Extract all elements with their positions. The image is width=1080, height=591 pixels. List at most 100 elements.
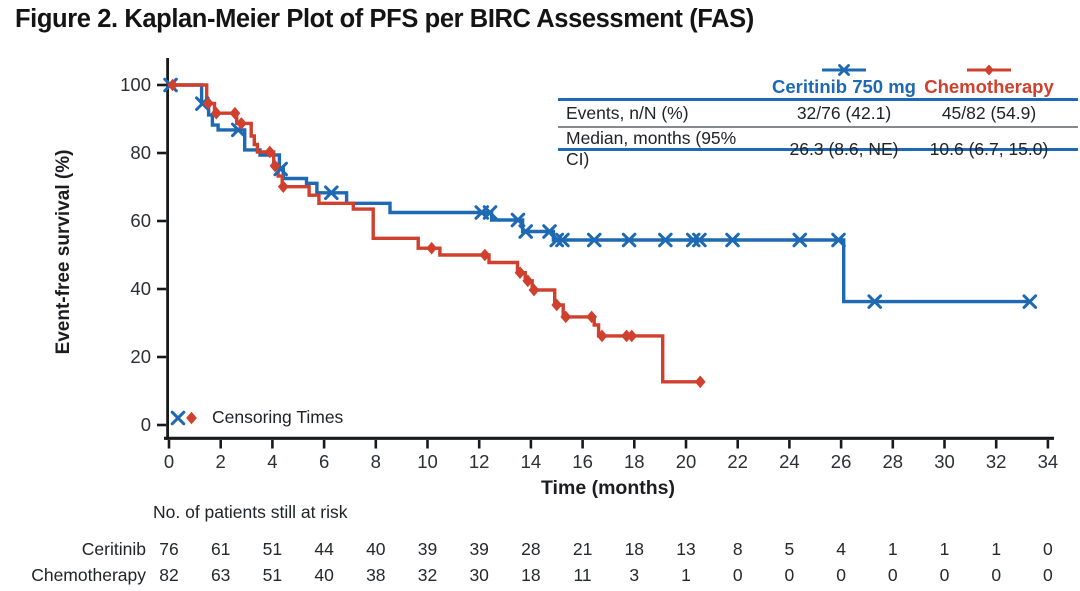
ceritinib-750-mg-censor-marker bbox=[586, 232, 602, 248]
ceritinib-750-mg-censor-marker bbox=[867, 294, 883, 309]
risk-value: 39 bbox=[417, 539, 438, 559]
risk-value: 1 bbox=[991, 539, 1002, 559]
y-axis-title: Event-free survival (%) bbox=[53, 149, 74, 355]
x-axis-title: Time (months) bbox=[541, 477, 675, 499]
risk-value: 1 bbox=[681, 565, 691, 585]
risk-value: 3 bbox=[629, 565, 640, 585]
risk-value: 11 bbox=[573, 565, 592, 585]
x-tick-label: 24 bbox=[779, 451, 800, 472]
risk-table-title: No. of patients still at risk bbox=[153, 502, 348, 522]
stats-events-ceritinib: 32/76 (42.1) bbox=[796, 103, 892, 123]
x-tick-label: 30 bbox=[934, 451, 955, 472]
x-tick-label: 18 bbox=[624, 451, 645, 472]
risk-row-chemotherapy: Chemotherapy 82 63 51 40 38 32 30 18 11 3 1 0 0 0 0 0 0 0 bbox=[0, 564, 1080, 586]
ceritinib-750-mg-censor-marker bbox=[324, 185, 339, 201]
risk-value: 4 bbox=[836, 539, 846, 559]
x-tick-label: 2 bbox=[215, 451, 226, 472]
ceritinib-750-mg-censor-marker bbox=[555, 232, 570, 248]
x-tick-label: 6 bbox=[318, 451, 330, 472]
risk-value: 76 bbox=[159, 539, 179, 559]
censoring-times-label: Censoring Times bbox=[212, 407, 344, 427]
risk-value: 51 bbox=[262, 539, 283, 559]
risk-row-label: Chemotherapy bbox=[31, 565, 146, 585]
chemotherapy-censor-marker bbox=[528, 283, 540, 297]
x-tick-label: 20 bbox=[675, 451, 697, 472]
risk-value: 51 bbox=[262, 565, 283, 585]
ceritinib-750-mg-censor-marker bbox=[510, 212, 526, 228]
risk-value: 13 bbox=[676, 539, 696, 559]
risk-value: 21 bbox=[572, 539, 593, 559]
chemotherapy-censor-marker bbox=[551, 298, 563, 312]
x-tick-label: 0 bbox=[163, 451, 175, 472]
risk-value: 0 bbox=[887, 565, 898, 585]
chemotherapy-censor-marker bbox=[560, 310, 572, 324]
risk-value: 61 bbox=[210, 539, 231, 559]
chemotherapy-line-marker-icon bbox=[967, 64, 1011, 76]
risk-value: 63 bbox=[210, 565, 231, 585]
chemotherapy-legend-diamond-icon bbox=[984, 64, 994, 76]
risk-value: 0 bbox=[1043, 565, 1053, 585]
risk-value: 28 bbox=[521, 539, 541, 559]
risk-value: 40 bbox=[366, 539, 386, 559]
chemotherapy-censor-marker bbox=[235, 117, 247, 130]
risk-value: 0 bbox=[784, 565, 795, 585]
ceritinib-750-mg-censor-marker bbox=[482, 205, 498, 220]
x-tick-label: 12 bbox=[468, 451, 490, 472]
figure-title: Figure 2. Kaplan-Meier Plot of PFS per B… bbox=[15, 5, 754, 33]
stats-row-events: Events, n/N (%) 32/76 (42.1) 45/82 (54.9… bbox=[558, 101, 1078, 128]
risk-row-label: Ceritinib bbox=[81, 539, 146, 559]
chemotherapy-censor-marker bbox=[694, 375, 706, 389]
risk-value: 0 bbox=[991, 565, 1002, 585]
risk-value: 0 bbox=[1043, 539, 1053, 559]
x-tick-label: 26 bbox=[830, 451, 852, 472]
risk-value: 18 bbox=[521, 565, 541, 585]
chemotherapy-censor-marker bbox=[522, 274, 534, 288]
risk-value: 82 bbox=[159, 565, 179, 585]
chemotherapy-censor-marker bbox=[167, 78, 179, 92]
stats-events-label: Events, n/N (%) bbox=[566, 103, 689, 123]
y-tick-label: 80 bbox=[130, 142, 151, 163]
x-tick-label: 28 bbox=[882, 451, 904, 472]
chemotherapy-censor-marker bbox=[269, 159, 281, 173]
summary-stats-table: Ceritinib 750 mg Chemotherapy Events, n/… bbox=[558, 56, 1078, 169]
y-tick-label: 60 bbox=[130, 210, 151, 231]
stats-median-ceritinib: 26.3 (8.6, NE) bbox=[789, 138, 899, 159]
y-tick-label: 40 bbox=[130, 278, 151, 299]
chemotherapy-censor-marker bbox=[514, 266, 526, 279]
x-tick-label: 34 bbox=[1037, 451, 1059, 472]
ceritinib-line-marker-icon bbox=[822, 64, 866, 76]
risk-value: 44 bbox=[314, 539, 334, 559]
risk-value: 40 bbox=[314, 565, 334, 585]
stats-header-ceritinib: Ceritinib 750 mg bbox=[772, 76, 916, 97]
y-tick-label: 20 bbox=[130, 346, 151, 367]
ceritinib-750-mg-censor-marker bbox=[1022, 294, 1038, 309]
ceritinib-750-mg-censor-marker bbox=[518, 224, 534, 239]
ceritinib-legend-x-icon bbox=[838, 64, 850, 76]
censor-diamond-icon bbox=[186, 411, 197, 425]
x-tick-label: 10 bbox=[417, 451, 438, 472]
ceritinib-750-mg-censor-marker bbox=[621, 232, 637, 248]
risk-value: 1 bbox=[939, 539, 950, 559]
stats-empty-cell bbox=[558, 56, 762, 98]
stats-median-label: Median, months (95% CI) bbox=[566, 128, 737, 169]
ceritinib-750-mg-censor-marker bbox=[792, 232, 808, 248]
chemotherapy-censor-marker bbox=[264, 145, 276, 159]
x-tick-label: 32 bbox=[985, 451, 1007, 472]
chemotherapy-censor-marker bbox=[426, 241, 438, 255]
risk-value: 18 bbox=[624, 539, 645, 559]
ceritinib-750-mg-censor-marker bbox=[725, 232, 740, 248]
stats-header-row: Ceritinib 750 mg Chemotherapy bbox=[558, 56, 1078, 101]
chemotherapy-censor-marker bbox=[586, 310, 598, 324]
chemotherapy-censor-marker bbox=[202, 97, 214, 110]
stats-events-chemotherapy: 45/82 (54.9) bbox=[941, 103, 1037, 123]
risk-value: 0 bbox=[939, 565, 950, 585]
chemotherapy-censor-marker bbox=[596, 329, 608, 343]
x-tick-label: 8 bbox=[370, 451, 381, 472]
ceritinib-750-mg-censor-marker bbox=[831, 232, 846, 248]
ceritinib-750-mg-censor-marker bbox=[692, 232, 707, 248]
stats-header-chemotherapy: Chemotherapy bbox=[924, 76, 1054, 97]
x-tick-label: 16 bbox=[572, 451, 593, 472]
x-tick-label: 4 bbox=[267, 451, 278, 472]
